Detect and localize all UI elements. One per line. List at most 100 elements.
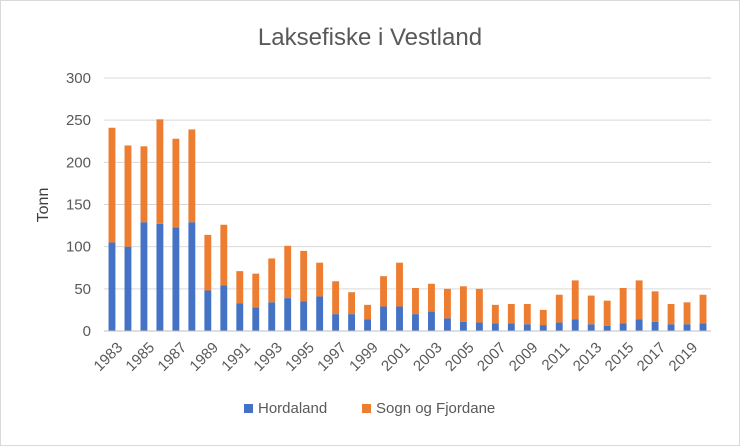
y-axis-ticks: 0 50 100 150 200 250 300 (66, 70, 91, 340)
x-axis-ticks: 1983198519871989199119931995199719992001… (91, 339, 702, 375)
x-tick-label: 2017 (634, 339, 670, 375)
bar-sogn-og-fjordane-1990 (220, 224, 228, 286)
bars (108, 119, 707, 331)
legend-label-hordaland: Hordaland (258, 400, 327, 417)
bar-sogn-og-fjordane-2019 (683, 302, 691, 325)
bar-sogn-og-fjordane-2004 (444, 288, 451, 319)
bar-sogn-og-fjordane-2020 (699, 294, 707, 324)
bar-sogn-og-fjordane-2014 (603, 300, 611, 326)
x-tick-label: 1995 (282, 339, 318, 375)
bar-hordaland-2000 (380, 306, 387, 331)
bar-hordaland-1987 (172, 227, 180, 331)
bar-sogn-og-fjordane-1996 (316, 262, 324, 297)
bar-hordaland-1991 (236, 303, 244, 331)
y-tick-label: 150 (66, 197, 91, 214)
bar-hordaland-1994 (284, 298, 292, 331)
x-tick-label: 1983 (91, 339, 127, 375)
bar-hordaland-2010 (539, 325, 547, 331)
bar-hordaland-2013 (587, 324, 595, 331)
bar-sogn-og-fjordane-1993 (268, 258, 276, 303)
bar-hordaland-2001 (396, 306, 403, 331)
x-tick-label: 2015 (602, 339, 638, 375)
bar-hordaland-2008 (507, 323, 515, 331)
x-tick-label: 1991 (218, 339, 254, 375)
legend: Hordaland Sogn og Fjordane (244, 400, 495, 417)
bar-sogn-og-fjordane-2011 (555, 294, 563, 323)
bar-sogn-og-fjordane-1989 (204, 234, 212, 291)
bar-sogn-og-fjordane-2016 (635, 280, 643, 320)
bar-hordaland-2004 (444, 318, 451, 331)
bar-sogn-og-fjordane-1999 (364, 304, 371, 320)
bar-hordaland-2005 (459, 321, 467, 331)
x-tick-label: 1999 (346, 339, 382, 375)
bar-sogn-og-fjordane-1986 (156, 119, 164, 224)
legend-swatch-hordaland (244, 404, 253, 413)
bar-hordaland-2012 (571, 319, 579, 331)
y-tick-label: 250 (66, 112, 91, 129)
bar-hordaland-2017 (651, 321, 659, 331)
bar-hordaland-1988 (188, 222, 196, 331)
bar-sogn-og-fjordane-2000 (380, 276, 387, 307)
bar-hordaland-2009 (523, 324, 531, 331)
x-tick-label: 1993 (250, 339, 286, 375)
legend-label-sogn-og-fjordane: Sogn og Fjordane (376, 400, 495, 417)
bar-sogn-og-fjordane-1983 (108, 127, 116, 243)
bar-sogn-og-fjordane-2018 (667, 304, 675, 325)
bar-hordaland-2018 (667, 324, 675, 331)
bar-sogn-og-fjordane-2012 (571, 280, 579, 320)
bar-sogn-og-fjordane-2007 (491, 304, 499, 324)
legend-swatch-sogn-og-fjordane (362, 404, 371, 413)
bar-sogn-og-fjordane-1995 (300, 250, 308, 302)
bar-sogn-og-fjordane-1997 (332, 281, 340, 315)
x-tick-label: 2013 (570, 339, 606, 375)
x-tick-label: 2019 (666, 339, 702, 375)
x-tick-label: 1985 (123, 339, 159, 375)
bar-hordaland-1996 (316, 296, 324, 331)
bar-sogn-og-fjordane-1994 (284, 245, 292, 299)
x-tick-label: 2003 (410, 339, 446, 375)
bar-hordaland-2016 (635, 319, 643, 331)
bar-sogn-og-fjordane-2009 (523, 304, 531, 325)
bar-sogn-og-fjordane-2003 (428, 283, 435, 312)
x-tick-label: 1987 (154, 339, 190, 375)
bar-hordaland-2019 (683, 324, 691, 331)
bar-sogn-og-fjordane-2010 (539, 309, 547, 326)
bar-sogn-og-fjordane-2015 (619, 287, 627, 324)
y-axis-label: Tonn (35, 188, 52, 223)
bar-hordaland-1997 (332, 314, 340, 331)
bar-sogn-og-fjordane-2017 (651, 291, 659, 322)
bar-hordaland-1989 (204, 290, 212, 331)
bar-sogn-og-fjordane-1988 (188, 129, 196, 223)
bar-sogn-og-fjordane-1991 (236, 271, 244, 304)
x-tick-label: 2005 (442, 339, 478, 375)
bar-sogn-og-fjordane-2001 (396, 262, 403, 307)
chart-title: Laksefiske i Vestland (258, 24, 482, 51)
bar-hordaland-1984 (124, 246, 132, 331)
y-tick-label: 100 (66, 239, 91, 256)
y-tick-label: 300 (66, 70, 91, 87)
bar-hordaland-2011 (555, 322, 563, 331)
bar-sogn-og-fjordane-2006 (475, 288, 483, 323)
x-tick-label: 2007 (474, 339, 510, 375)
bar-hordaland-1995 (300, 301, 308, 331)
bar-hordaland-1983 (108, 242, 116, 331)
bar-hordaland-1985 (140, 222, 148, 331)
bar-hordaland-2006 (475, 322, 483, 331)
bar-sogn-og-fjordane-2008 (507, 304, 515, 324)
bar-sogn-og-fjordane-1987 (172, 138, 180, 228)
bar-hordaland-1990 (220, 285, 228, 331)
x-tick-label: 1989 (186, 339, 222, 375)
bar-hordaland-1986 (156, 223, 164, 331)
bar-sogn-og-fjordane-2013 (587, 295, 595, 325)
bar-sogn-og-fjordane-1998 (348, 292, 356, 315)
bar-hordaland-2020 (699, 323, 707, 331)
bar-hordaland-1998 (348, 314, 356, 331)
bar-sogn-og-fjordane-2005 (459, 286, 467, 322)
bar-hordaland-1992 (252, 307, 260, 331)
bar-hordaland-2002 (412, 314, 419, 331)
bar-hordaland-2003 (428, 311, 435, 331)
bar-sogn-og-fjordane-1985 (140, 146, 148, 223)
bar-hordaland-2015 (619, 323, 627, 331)
